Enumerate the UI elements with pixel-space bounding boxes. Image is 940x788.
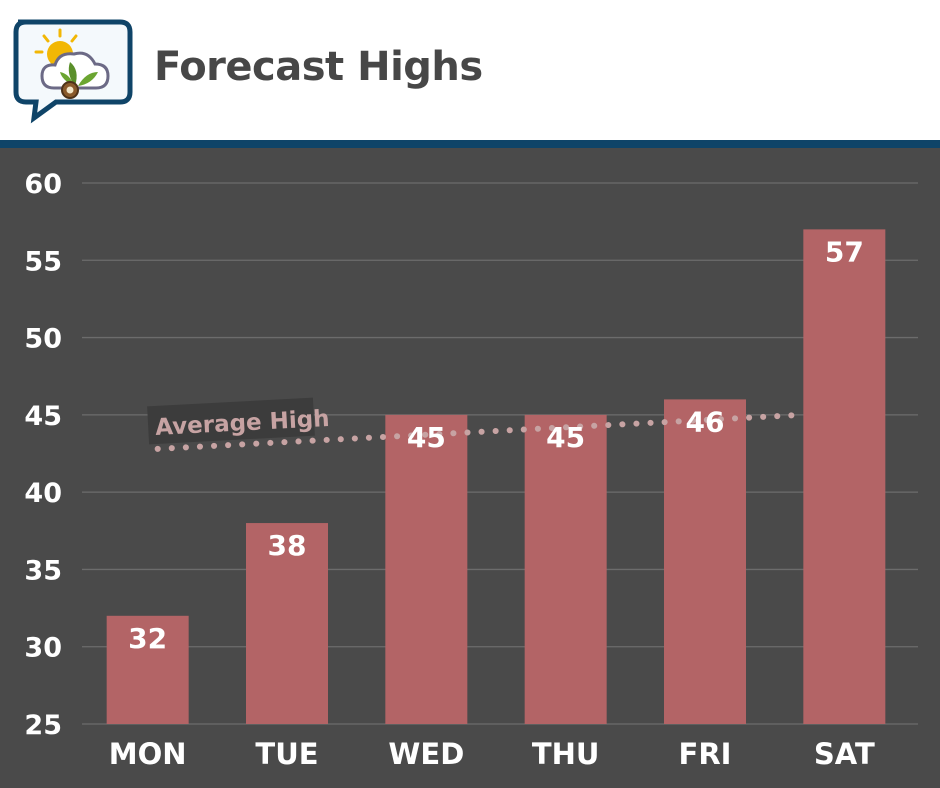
x-tick-label: TUE (255, 737, 318, 771)
data-label: 46 (686, 405, 725, 438)
weather-logo-icon (13, 19, 133, 124)
data-label: 38 (268, 529, 307, 562)
x-axis-ticks: MON TUE WED THU FRI SAT (109, 737, 875, 771)
x-tick-label: SAT (814, 737, 875, 771)
x-tick-label: MON (109, 737, 187, 771)
bar-wed (385, 414, 468, 724)
average-high-line (154, 411, 805, 452)
bar-mon (106, 615, 189, 724)
bar-fri (664, 399, 746, 724)
average-high-label-box: Average High (147, 397, 330, 445)
x-tick-label: FRI (679, 737, 732, 771)
y-tick-label: 50 (24, 324, 62, 355)
data-label: 45 (546, 421, 585, 454)
x-tick-label: THU (532, 737, 600, 771)
data-label: 32 (128, 622, 167, 655)
data-label: 57 (825, 235, 864, 268)
bar-tue (246, 523, 328, 724)
y-tick-label: 35 (24, 555, 62, 586)
y-axis-ticks: 25 30 35 40 45 50 55 60 (24, 169, 62, 741)
data-label: 45 (407, 421, 446, 454)
header-divider (0, 140, 940, 148)
bar-sat (803, 229, 886, 724)
y-tick-label: 40 (24, 478, 62, 509)
gridlines (82, 182, 918, 725)
bar-thu (524, 414, 607, 724)
data-labels: 32 38 45 45 46 57 (128, 235, 864, 654)
y-tick-label: 25 (24, 710, 62, 741)
x-tick-label: WED (388, 737, 464, 771)
bars (106, 229, 886, 724)
header: Forecast Highs (0, 0, 940, 140)
y-tick-label: 45 (24, 401, 62, 432)
average-high-line-group: Average High (147, 397, 805, 452)
y-tick-label: 55 (24, 246, 62, 277)
y-tick-label: 30 (24, 633, 62, 664)
page-title: Forecast Highs (154, 44, 483, 90)
y-tick-label: 60 (24, 169, 62, 200)
